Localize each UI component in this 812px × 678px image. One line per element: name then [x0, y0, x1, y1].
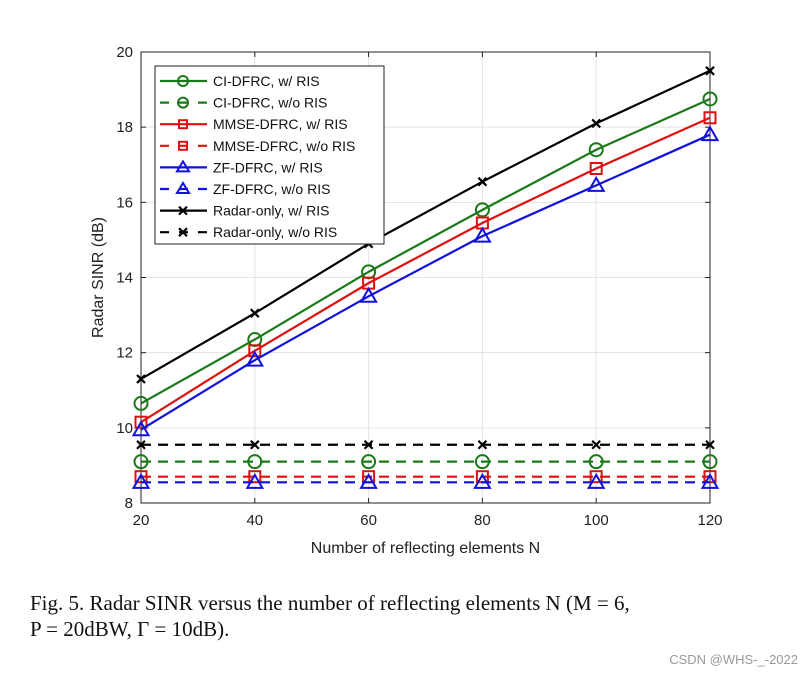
triangle-marker	[473, 472, 492, 489]
circle-marker	[474, 202, 490, 218]
x-marker	[250, 439, 260, 450]
circle-marker	[588, 142, 604, 158]
y-tick-label: 8	[125, 495, 133, 512]
caption-line-2: P = 20dBW, Γ = 10dB).	[30, 617, 230, 641]
legend-label: Radar-only, w/o RIS	[213, 224, 337, 240]
x-marker	[591, 439, 601, 450]
circle-marker	[177, 75, 189, 87]
x-tick-label: 100	[584, 512, 609, 529]
square-marker	[178, 140, 188, 151]
series-zf-dfrc-w-ris	[131, 125, 720, 437]
triangle-marker	[586, 175, 606, 192]
legend-item: ZF-DFRC, w/ RIS	[160, 159, 323, 175]
legend-item: CI-DFRC, w/ RIS	[160, 73, 320, 89]
circle-marker	[133, 454, 149, 470]
square-marker	[589, 162, 603, 176]
legend-item: Radar-only, w/o RIS	[160, 224, 337, 240]
legend-item: Radar-only, w/ RIS	[160, 203, 329, 219]
circle-marker	[133, 395, 149, 411]
legend-label: MMSE-DFRC, w/ RIS	[213, 116, 348, 132]
plot-frame	[140, 51, 711, 504]
series-radar-only-w-o-ris	[136, 439, 715, 450]
x-tick-label: 40	[246, 512, 263, 529]
circle-marker	[177, 96, 189, 109]
watermark: CSDN @WHS-_-2022	[669, 652, 798, 667]
x-marker	[477, 176, 488, 187]
legend-item: ZF-DFRC, w/o RIS	[160, 181, 330, 197]
triangle-marker	[131, 472, 151, 489]
circle-marker	[247, 454, 263, 470]
x-tick-label: 80	[474, 512, 491, 529]
triangle-marker	[131, 420, 151, 437]
x-marker	[136, 374, 146, 384]
x-marker	[178, 205, 188, 216]
legend-box	[154, 65, 385, 245]
legend-label: ZF-DFRC, w/ RIS	[213, 159, 323, 175]
y-axis-label: Radar SINR (dB)	[90, 217, 107, 338]
series-line	[140, 97, 711, 405]
x-tick-label: 60	[360, 512, 377, 529]
figure-caption: Fig. 5. Radar SINR versus the number of …	[30, 590, 630, 642]
legend-item: CI-DFRC, w/o RIS	[160, 95, 327, 111]
caption-line-1: Fig. 5. Radar SINR versus the number of …	[30, 591, 630, 615]
y-tick-label: 12	[116, 345, 133, 362]
triangle-marker	[700, 472, 720, 489]
x-marker	[705, 439, 715, 450]
triangle-marker	[700, 125, 720, 142]
circle-marker	[588, 454, 604, 470]
x-marker	[705, 66, 715, 76]
series-line	[140, 69, 711, 380]
x-axis-label: Number of reflecting elements N	[311, 540, 540, 557]
legend-label: CI-DFRC, w/ RIS	[213, 73, 320, 89]
legend: CI-DFRC, w/ RIS CI-DFRC, w/o RIS MMSE-DFRC…	[154, 65, 385, 245]
circle-marker	[361, 454, 377, 470]
series-ci-dfrc-w-o-ris	[133, 454, 718, 470]
x-marker	[477, 439, 488, 450]
y-tick-label: 20	[116, 44, 133, 61]
triangle-marker	[175, 159, 191, 173]
x-marker	[591, 118, 601, 129]
x-marker	[363, 439, 374, 450]
x-marker	[178, 227, 188, 237]
circle-marker	[702, 91, 718, 107]
series-line	[140, 133, 711, 431]
x-tick-label: 120	[697, 512, 722, 529]
square-marker	[178, 119, 188, 130]
legend-label: ZF-DFRC, w/o RIS	[213, 181, 330, 197]
legend-label: Radar-only, w/ RIS	[213, 203, 329, 219]
square-marker	[589, 470, 603, 484]
x-marker	[250, 308, 260, 318]
x-marker	[136, 439, 146, 450]
legend-item: MMSE-DFRC, w/o RIS	[160, 138, 355, 154]
legend-label: CI-DFRC, w/o RIS	[213, 95, 327, 111]
triangle-marker	[586, 472, 606, 489]
triangle-marker	[359, 472, 378, 489]
y-tick-label: 10	[116, 420, 133, 437]
y-tick-label: 14	[116, 270, 133, 287]
series-mmse-dfrc-w-ris	[134, 111, 717, 429]
square-marker	[248, 470, 262, 484]
triangle-marker	[245, 350, 265, 367]
line-chart: 20 40 60 80 100 120 8 10 12 14 16 18 20 Number of ref…	[90, 44, 723, 557]
triangle-marker	[245, 472, 265, 489]
x-tick-label: 20	[133, 512, 150, 529]
circle-marker	[702, 454, 718, 470]
legend-item: MMSE-DFRC, w/ RIS	[160, 116, 348, 132]
series-zf-dfrc-w-o-ris	[131, 472, 720, 489]
square-marker	[248, 344, 262, 358]
triangle-marker	[473, 226, 492, 243]
triangle-marker	[175, 181, 191, 194]
square-marker	[703, 111, 717, 125]
series-line	[140, 116, 711, 424]
y-tick-label: 18	[116, 119, 133, 136]
y-tick-label: 16	[116, 194, 133, 211]
triangle-marker	[359, 286, 378, 303]
legend-label: MMSE-DFRC, w/o RIS	[213, 138, 355, 154]
square-marker	[134, 415, 148, 429]
circle-marker	[474, 454, 490, 470]
